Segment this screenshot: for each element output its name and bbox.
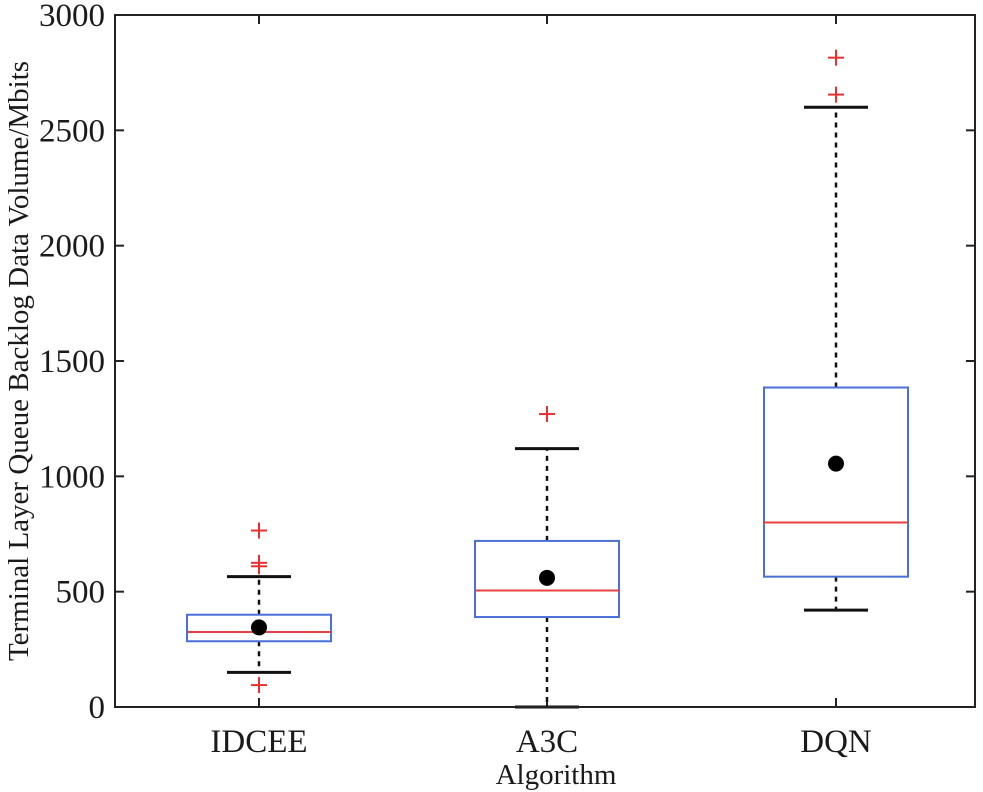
y-axis-ticks: 0 500 1000 1500 2000 2500 3000	[39, 0, 975, 726]
y-tick-label: 0	[89, 690, 106, 726]
mean-marker	[251, 619, 267, 636]
y-tick-label: 1500	[39, 344, 105, 380]
box-group-dqn	[763, 49, 909, 612]
y-tick-label: 1000	[39, 459, 105, 495]
x-tick-label: IDCEE	[210, 724, 307, 760]
mean-marker	[828, 455, 844, 472]
y-tick-label: 2000	[39, 229, 105, 265]
x-tick-label: A3C	[516, 724, 578, 760]
mean-marker	[539, 569, 555, 586]
y-axis-label: Terminal Layer Queue Backlog Data Volume…	[3, 61, 35, 661]
y-tick-label: 3000	[39, 0, 105, 34]
outlier-marker	[251, 522, 267, 539]
y-tick-label: 500	[56, 575, 106, 611]
iqr-box	[763, 386, 909, 578]
box-group-idcee	[186, 522, 332, 694]
outlier-marker	[251, 677, 267, 694]
plot-frame	[114, 14, 976, 708]
outlier-marker	[539, 406, 555, 423]
x-axis-ticks: IDCEE A3C DQN	[210, 15, 872, 760]
outlier-marker	[828, 49, 844, 66]
x-axis-label: Algorithm	[496, 759, 617, 791]
outlier-marker	[828, 86, 844, 103]
y-tick-label: 2500	[39, 113, 105, 149]
box-group-a3c	[474, 406, 620, 709]
outlier-marker	[251, 554, 267, 571]
x-tick-label: DQN	[800, 724, 872, 760]
box-series	[186, 49, 909, 709]
